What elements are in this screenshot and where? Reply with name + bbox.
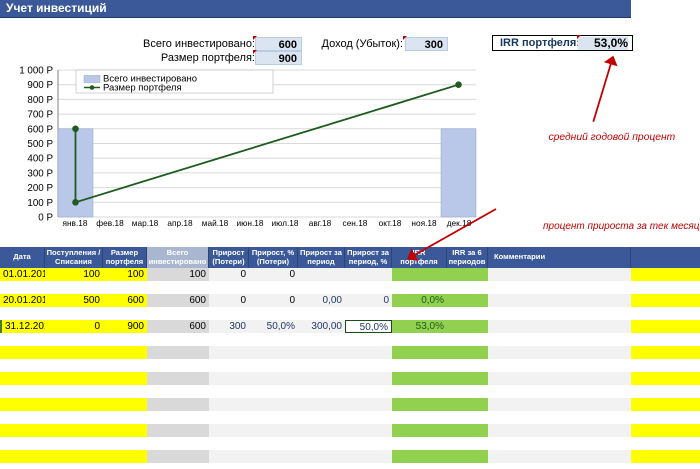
svg-text:процент прироста за тек месяц: процент прироста за тек месяц <box>543 221 700 232</box>
svg-text:средний годовой процент: средний годовой процент <box>549 132 676 143</box>
